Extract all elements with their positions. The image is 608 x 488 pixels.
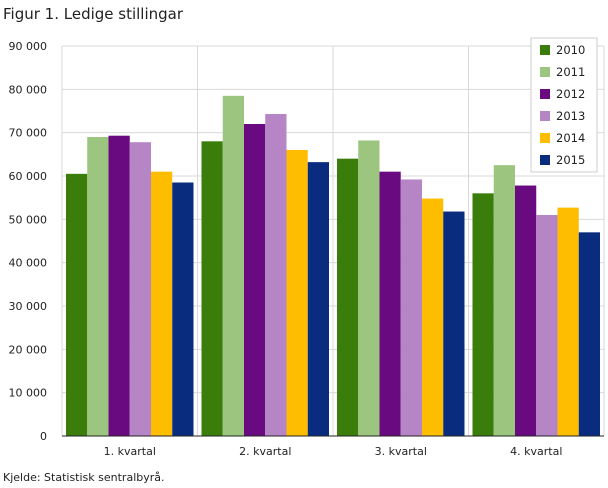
y-tick-label: 90 000 — [9, 40, 48, 53]
legend: 2010 2011 2012 2013 2014 2015 — [530, 37, 598, 173]
legend-label-2013: 2013 — [556, 109, 585, 123]
x-axis: 1. kvartal 2. kvartal 3. kvartal 4. kvartal — [62, 435, 604, 458]
bar-2015-1 — [172, 182, 194, 436]
y-axis: 0 10 000 20 000 30 000 40 000 50 000 60 000 70 … — [9, 40, 48, 443]
y-tick-label: 10 000 — [9, 387, 48, 400]
bar-2013-4 — [536, 215, 558, 436]
legend-swatch-2013 — [540, 111, 550, 121]
bar-2012-1 — [108, 135, 130, 436]
bar-2014-2 — [286, 150, 308, 436]
source-note: Kjelde: Statistisk sentralbyrå. — [3, 471, 165, 484]
bar-2013-1 — [129, 142, 151, 436]
y-tick-label: 60 000 — [9, 170, 48, 183]
bar-2010-2 — [201, 141, 223, 437]
chart-title: Figur 1. Ledige stillingar — [3, 5, 184, 23]
bar-2010-4 — [472, 193, 494, 436]
bar-2015-2 — [307, 162, 329, 436]
y-tick-label: 20 000 — [9, 343, 48, 356]
bar-2011-4 — [493, 165, 515, 436]
bar-2013-3 — [400, 179, 422, 436]
bar-2010-1 — [66, 173, 88, 437]
legend-label-2011: 2011 — [556, 65, 585, 79]
bar-2011-2 — [222, 95, 244, 436]
legend-label-2012: 2012 — [556, 87, 585, 101]
y-tick-label: 30 000 — [9, 300, 48, 313]
bar-2015-4 — [578, 232, 600, 436]
legend-swatch-2014 — [540, 133, 550, 143]
y-tick-label: 40 000 — [9, 257, 48, 270]
bars — [66, 95, 600, 437]
legend-swatch-2011 — [540, 67, 550, 77]
x-tick-label: 4. kvartal — [510, 445, 562, 458]
bar-2014-3 — [422, 198, 444, 436]
bar-2013-2 — [265, 114, 287, 437]
legend-label-2010: 2010 — [556, 43, 585, 57]
x-tick-label: 2. kvartal — [239, 445, 291, 458]
legend-label-2014: 2014 — [556, 131, 585, 145]
y-tick-label: 80 000 — [9, 83, 48, 96]
legend-swatch-2010 — [540, 45, 550, 55]
bar-2014-1 — [151, 171, 173, 436]
bar-2012-2 — [244, 124, 266, 436]
legend-label-2015: 2015 — [556, 153, 585, 167]
y-tick-label: 70 000 — [9, 127, 48, 140]
x-tick-label: 1. kvartal — [104, 445, 156, 458]
bar-2010-3 — [337, 158, 359, 436]
legend-swatch-2015 — [540, 155, 550, 165]
bar-2014-4 — [557, 207, 579, 436]
bar-2011-1 — [87, 137, 109, 436]
bar-chart: 0 10 000 20 000 30 000 40 000 50 000 60 000 70 … — [9, 37, 605, 458]
bar-2015-3 — [443, 211, 465, 436]
bar-2012-3 — [379, 171, 401, 436]
bar-2011-3 — [358, 140, 380, 436]
bar-2012-4 — [515, 185, 537, 436]
legend-swatch-2012 — [540, 89, 550, 99]
x-tick-label: 3. kvartal — [375, 445, 427, 458]
y-tick-label: 0 — [40, 430, 47, 443]
y-tick-label: 50 000 — [9, 213, 48, 226]
legend-box — [530, 37, 598, 173]
